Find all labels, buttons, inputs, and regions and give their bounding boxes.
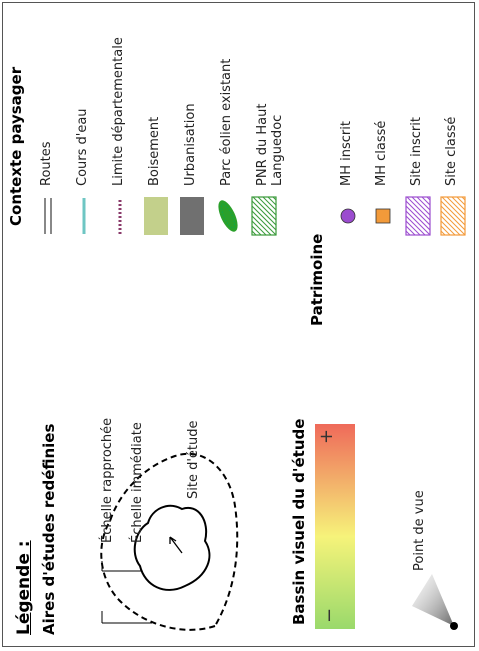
echelle-immediate-contour (133, 504, 211, 591)
patrimoine-symbol-mh-classe (370, 196, 400, 236)
bassin-plus-sign: + (316, 428, 337, 444)
aires-item-site: Site d'étude (186, 420, 201, 499)
legend-frame (2, 2, 475, 647)
patrimoine-label-mh-inscrit: MH inscrit (339, 121, 354, 186)
aires-diagram (100, 452, 239, 631)
contexte-label-urbanisation: Urbanisation (183, 103, 198, 186)
contexte-label-cours: Cours d'eau (75, 108, 90, 186)
contexte-label-limite: Limite départementale (111, 37, 126, 186)
aires-item-rapprochee: Échelle rapprochée (100, 417, 115, 543)
contexte-symbol-cours (71, 196, 101, 236)
contexte-symbol-parc (215, 196, 245, 236)
contexte-symbol-pnr (251, 196, 281, 236)
point-de-vue-icon (412, 574, 458, 630)
legend-title: Légende : (14, 540, 34, 635)
contexte-label-pnr: PNR du Haut Languedoc (255, 103, 285, 186)
patrimoine-label-site-classe: Site classé (444, 116, 459, 186)
contexte-label-boisement: Boisement (147, 116, 162, 186)
patrimoine-label-mh-classe: MH classé (374, 120, 389, 186)
aires-item-immediate: Échelle immédiate (130, 422, 145, 543)
patrimoine-heading: Patrimoine (308, 233, 326, 326)
contexte-symbol-routes (35, 196, 65, 236)
site-etude-marker (169, 536, 183, 554)
point-de-vue-label: Point de vue (412, 490, 427, 571)
contexte-symbol-boisement (143, 196, 173, 236)
aires-heading: Aires d'études redéfinies (40, 423, 58, 635)
patrimoine-symbol-site-classe (440, 196, 470, 236)
bassin-heading: Bassin visuel du d'étude (290, 418, 308, 625)
bassin-gradient-bar (315, 424, 355, 629)
contexte-heading: Contexte paysager (7, 66, 25, 226)
contexte-label-parc: Parc éolien existant (219, 58, 234, 186)
patrimoine-symbol-site-inscrit (405, 196, 435, 236)
bassin-minus-sign: − (319, 607, 340, 623)
contexte-label-routes: Routes (39, 141, 54, 186)
patrimoine-label-site-inscrit: Site inscrit (409, 117, 424, 186)
echelle-rapprochee-contour (100, 452, 239, 631)
contexte-symbol-urbanisation (179, 196, 209, 236)
patrimoine-symbol-mh-inscrit (335, 196, 365, 236)
contexte-symbol-limite (107, 196, 137, 236)
